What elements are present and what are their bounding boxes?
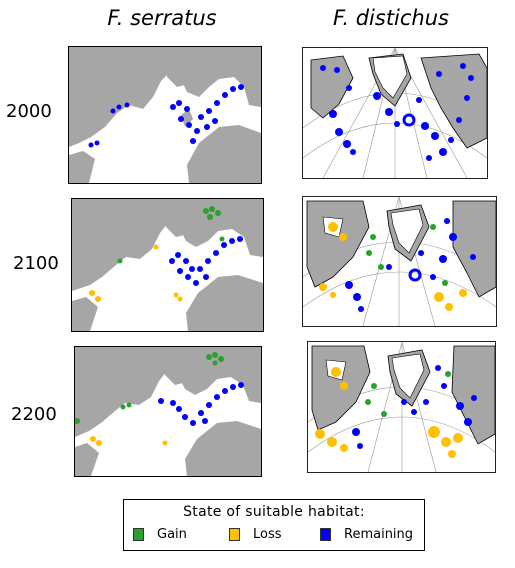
legend-item-loss: Loss xyxy=(229,527,282,542)
row-label-2000: 2000 xyxy=(6,101,52,122)
map-f-distichus-2100 xyxy=(302,196,497,327)
row-label-2100: 2100 xyxy=(13,253,59,274)
map-f-serratus-2100 xyxy=(71,198,264,332)
legend-label-gain: Gain xyxy=(157,527,187,542)
map-f-serratus-2000 xyxy=(68,46,262,184)
legend-swatch-loss xyxy=(229,528,240,541)
map-f-distichus-2200 xyxy=(307,341,496,473)
legend: State of suitable habitat: Gain Loss Rem… xyxy=(123,499,425,551)
legend-label-loss: Loss xyxy=(253,527,282,542)
legend-item-remaining: Remaining xyxy=(320,527,413,542)
legend-title: State of suitable habitat: xyxy=(183,504,365,520)
row-label-2200: 2200 xyxy=(11,404,57,425)
legend-swatch-remaining xyxy=(320,528,331,541)
column-title-f-distichus: F. distichus xyxy=(332,6,449,30)
map-f-serratus-2200 xyxy=(74,346,262,477)
column-title-f-serratus: F. serratus xyxy=(107,6,217,30)
legend-label-remaining: Remaining xyxy=(344,527,414,542)
legend-swatch-gain xyxy=(133,528,144,541)
legend-item-gain: Gain xyxy=(133,527,187,542)
map-f-distichus-2000 xyxy=(302,47,488,179)
